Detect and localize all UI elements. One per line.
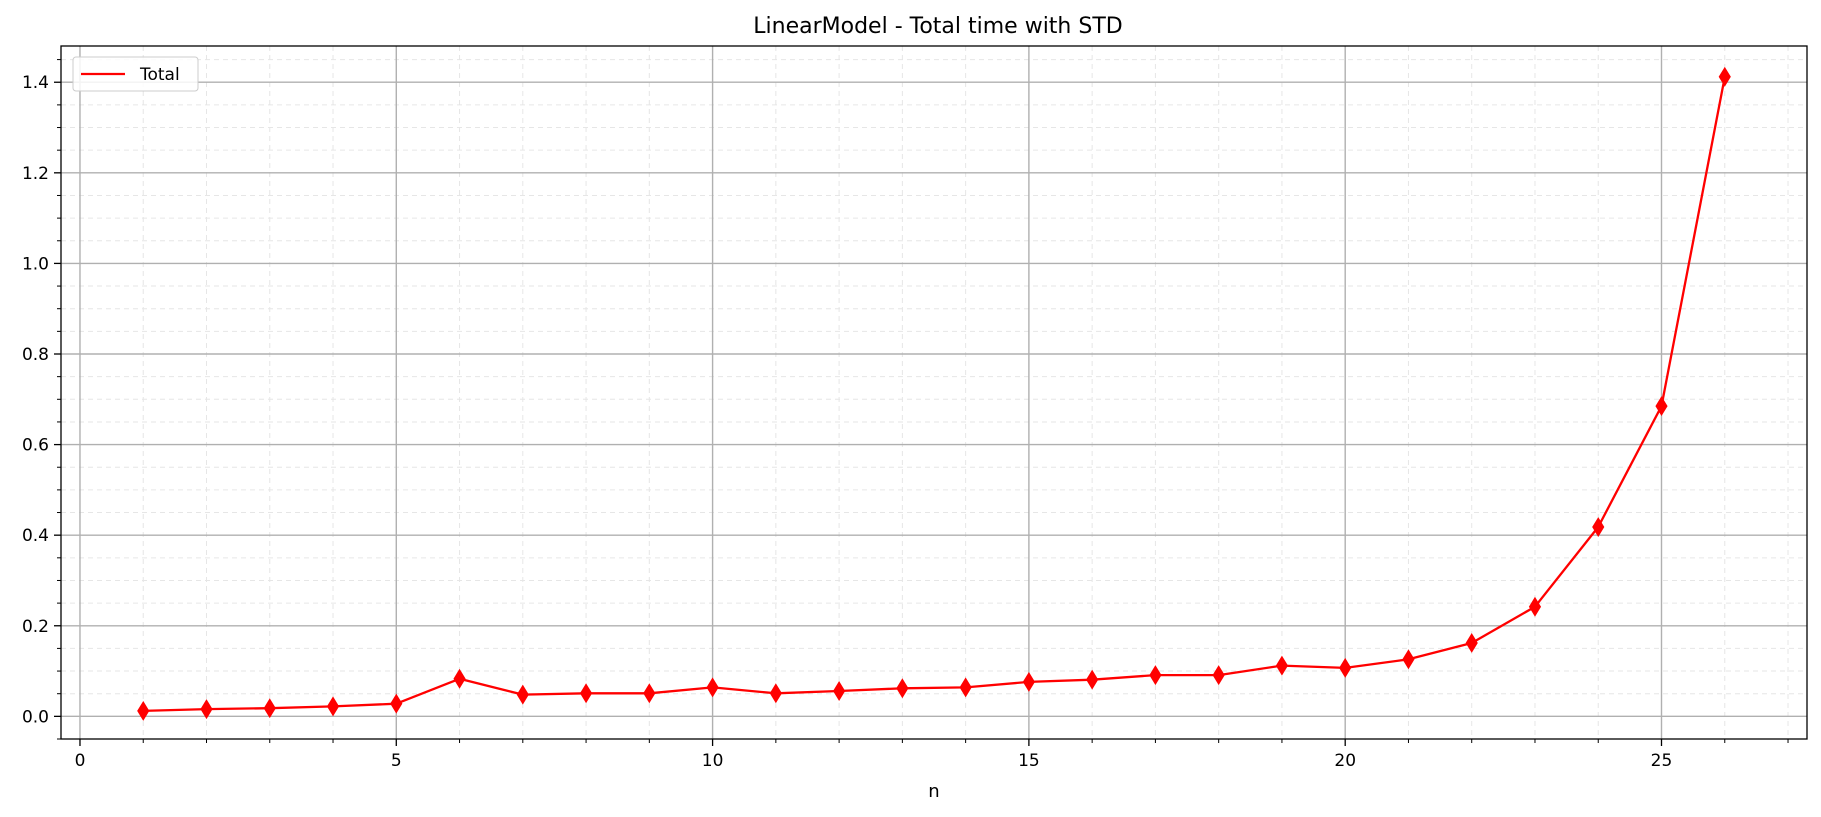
data-point-marker <box>453 668 466 689</box>
data-point-marker <box>263 698 276 719</box>
x-axis: 0 5 10 15 20 25 <box>75 739 1789 771</box>
y-axis: 0.0 0.2 0.4 0.6 0.8 1.0 1.2 1.4 <box>22 59 61 740</box>
data-point-marker <box>1275 655 1289 676</box>
data-point-marker <box>643 683 656 704</box>
data-point-marker <box>1402 649 1415 670</box>
x-axis-label: n <box>928 781 939 802</box>
plot-frame <box>60 45 1808 740</box>
x-tick-label: 5 <box>391 751 402 771</box>
data-point-marker <box>959 677 972 698</box>
data-point-marker <box>1528 596 1542 617</box>
data-point-marker <box>390 693 403 714</box>
major-grid <box>61 46 1807 739</box>
data-point-marker <box>896 678 909 699</box>
legend: Total <box>72 56 199 92</box>
data-point-marker <box>516 684 529 705</box>
y-tick-label: 0.8 <box>22 345 49 365</box>
data-point-marker <box>579 683 593 704</box>
x-tick-label: 0 <box>75 751 86 771</box>
data-point-marker <box>1212 665 1225 686</box>
data-point-marker <box>1149 665 1162 686</box>
data-point-marker <box>1086 669 1099 690</box>
x-tick-label: 20 <box>1334 751 1356 771</box>
chart-title: LinearModel - Total time with STD <box>753 14 1122 39</box>
legend-label-total: Total <box>139 65 180 85</box>
series-layer <box>137 66 1731 721</box>
data-point-marker <box>1022 671 1035 692</box>
legend-box <box>72 56 199 92</box>
y-tick-label: 1.4 <box>22 73 49 93</box>
y-tick-label: 0.4 <box>22 526 49 546</box>
y-tick-label: 1.0 <box>22 254 49 274</box>
x-tick-label: 10 <box>702 751 724 771</box>
data-point-marker <box>326 696 340 717</box>
data-point-marker <box>1718 66 1731 87</box>
data-point-marker <box>1655 396 1668 417</box>
data-point-marker <box>833 681 846 701</box>
data-point-marker <box>1592 517 1605 537</box>
y-tick-label: 0.6 <box>22 436 49 456</box>
data-point-marker <box>1339 657 1352 678</box>
y-tick-label: 1.2 <box>22 164 49 184</box>
minor-grid <box>61 46 1807 740</box>
data-point-marker <box>200 699 213 720</box>
data-point-marker <box>706 677 719 698</box>
series-line-total <box>143 76 1726 713</box>
data-point-marker <box>769 683 782 704</box>
data-point-marker <box>137 700 150 721</box>
y-tick-label: 0.2 <box>22 617 49 637</box>
data-point-marker <box>1465 633 1478 653</box>
x-tick-label: 15 <box>1018 751 1040 771</box>
x-tick-label: 25 <box>1651 751 1673 771</box>
y-tick-label: 0.0 <box>22 707 49 727</box>
